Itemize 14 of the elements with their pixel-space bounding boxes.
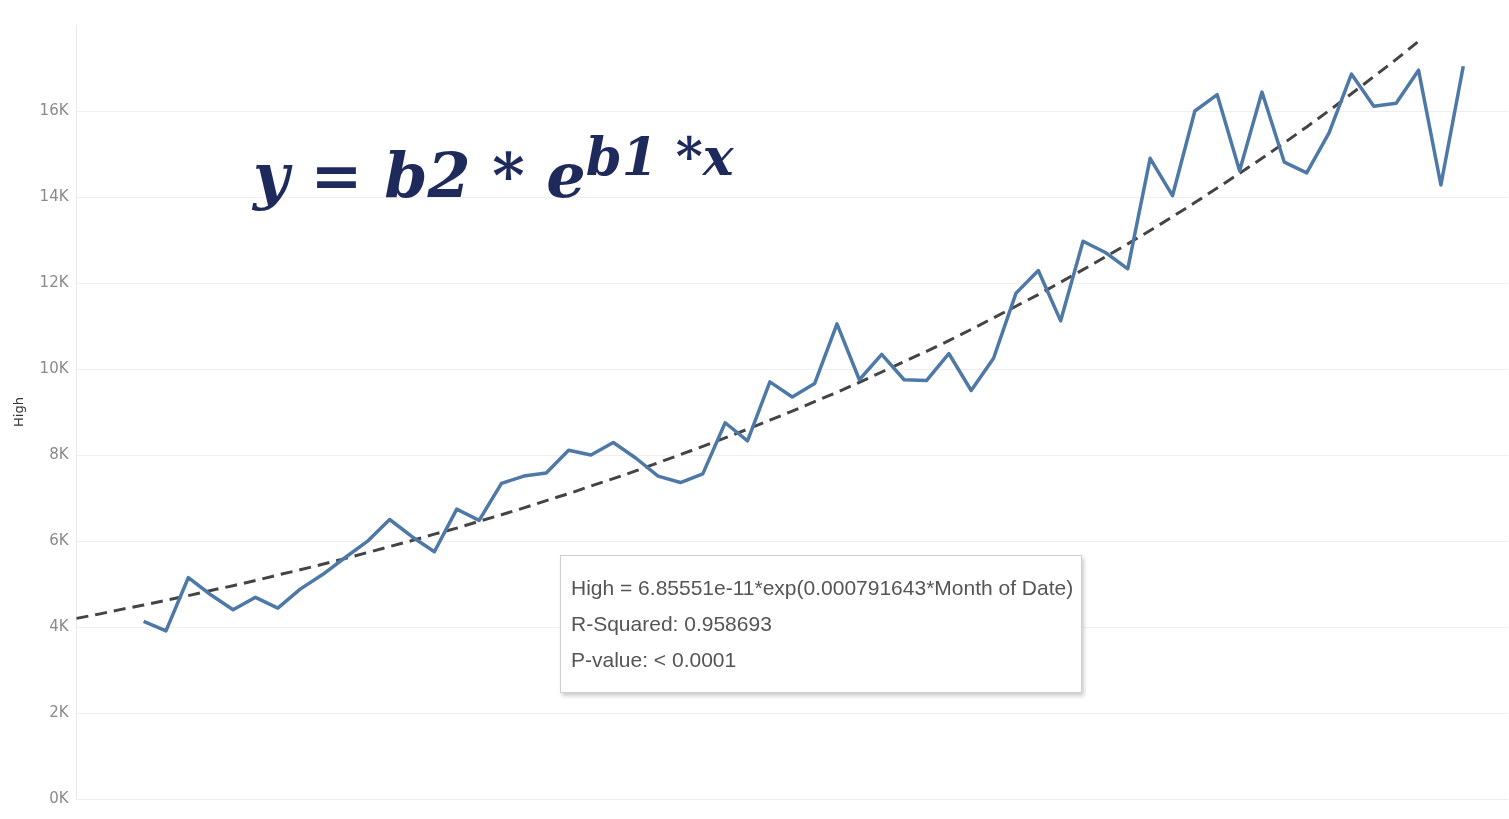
y-tick-label: 10K <box>39 358 70 377</box>
annotation: High = 6.85551e-11*exp(0.000791643*Month of Date) <box>571 575 1075 601</box>
y-tick-label: 14K <box>39 186 70 205</box>
annotation: R-Squared: 0.958693 <box>571 611 773 637</box>
y-tick-label: 0K <box>49 788 70 807</box>
y-tick-label: 6K <box>49 530 70 549</box>
annotation: P-value: < 0.0001 <box>571 647 738 673</box>
y-tick-label: 12K <box>39 272 70 291</box>
y-tick-label: 2K <box>49 702 70 721</box>
y-tick-label: 4K <box>49 616 70 635</box>
annotation: y = b2 * e$^{b1 *x}$ <box>253 126 734 212</box>
y-axis-title: High <box>11 397 27 427</box>
y-tick-label: 16K <box>39 100 70 119</box>
y-tick-label: 8K <box>49 444 70 463</box>
